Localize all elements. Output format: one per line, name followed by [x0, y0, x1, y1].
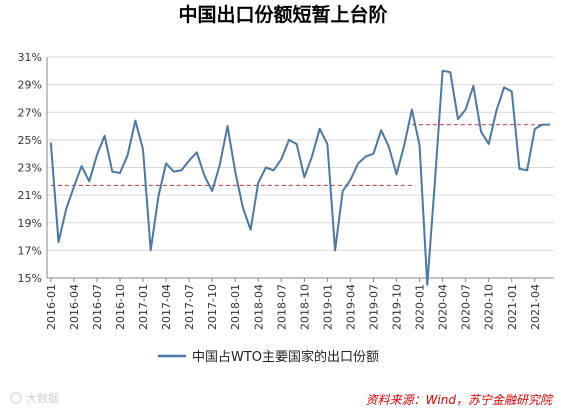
x-tick-label: 2019-07: [367, 284, 380, 330]
y-tick-label: 27%: [18, 106, 42, 119]
x-tick-label: 2020-01: [414, 284, 427, 330]
y-axis-ticks: 15% 17% 19% 21% 23% 25% 27% 29% 31%: [18, 51, 42, 285]
reference-lines: [50, 124, 551, 187]
series-line: [49, 69, 551, 286]
x-tick-label: 2017-01: [137, 284, 150, 330]
x-tick-label: 2018-01: [229, 284, 242, 330]
x-tick-label: 2017-04: [160, 284, 173, 330]
series-layer: [49, 69, 551, 286]
x-tick-label: 2016-04: [68, 284, 81, 330]
y-tick-label: 21%: [18, 189, 42, 202]
watermark-icon: [10, 392, 22, 404]
source-note: 资料来源：Wind，苏宁金融研究院: [366, 393, 554, 407]
y-tick-label: 29%: [18, 79, 42, 92]
x-tick-label: 2018-04: [252, 284, 265, 330]
x-axis-ticks: 2016-01 2016-04 2016-07 2016-10 2017-01 2017-…: [45, 278, 542, 330]
x-tick-label: 2020-04: [437, 284, 450, 330]
watermark-text: 大数据: [26, 391, 59, 405]
chart-title: 中国出口份额短暂上台阶: [178, 3, 388, 26]
legend: 中国占WTO主要国家的出口份额: [158, 349, 379, 365]
x-tick-label: 2019-10: [391, 284, 404, 330]
y-tick-label: 23%: [18, 162, 42, 175]
gridlines: [47, 56, 554, 251]
x-tick-label: 2019-04: [344, 284, 357, 330]
x-tick-label: 2020-10: [483, 284, 496, 330]
y-tick-label: 15%: [18, 272, 42, 285]
axes: [46, 57, 554, 279]
x-tick-label: 2019-01: [321, 284, 334, 330]
x-tick-label: 2021-01: [506, 284, 519, 330]
x-tick-label: 2017-10: [206, 284, 219, 330]
x-tick-label: 2016-10: [114, 284, 127, 330]
x-tick-label: 2016-01: [45, 284, 58, 330]
x-tick-label: 2018-10: [298, 284, 311, 330]
watermark: 大数据: [10, 391, 59, 405]
y-tick-label: 19%: [18, 217, 42, 230]
y-tick-label: 25%: [18, 134, 42, 147]
y-tick-label: 31%: [18, 51, 42, 64]
x-tick-label: 2018-07: [275, 284, 288, 330]
legend-label: 中国占WTO主要国家的出口份额: [192, 349, 379, 365]
x-tick-label: 2021-04: [529, 284, 542, 330]
y-tick-label: 17%: [18, 244, 42, 257]
x-tick-label: 2016-07: [91, 284, 104, 330]
x-tick-label: 2020-07: [460, 284, 473, 330]
x-tick-label: 2017-07: [183, 284, 196, 330]
